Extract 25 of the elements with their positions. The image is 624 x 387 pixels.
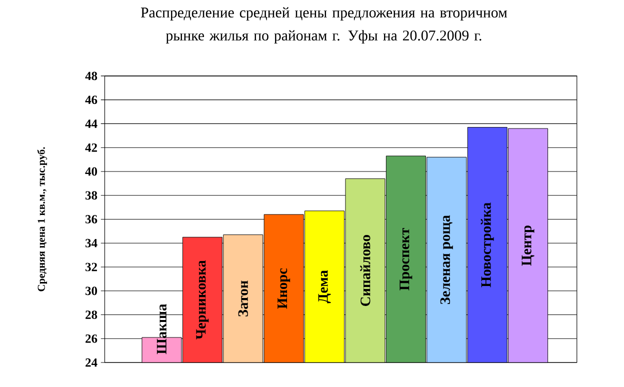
x-tick-label: Шакша: [156, 304, 166, 354]
x-tick-label: Проспект: [400, 228, 412, 291]
x-tick-label: Новостройка: [480, 202, 494, 288]
y-tick-label: 44: [85, 120, 98, 128]
x-tick-label: Центр: [522, 226, 534, 266]
y-tick-label: 30: [86, 286, 98, 296]
y-tick-label: 48: [85, 72, 98, 80]
y-tick-label: 42: [85, 144, 97, 152]
y-tick-label: 26: [86, 334, 98, 344]
x-tick-label: Зеленая роща: [440, 215, 453, 304]
x-tick-label: Черниковка: [196, 260, 209, 340]
y-tick-label: 34: [86, 239, 98, 248]
y-tick-label: 36: [86, 215, 98, 224]
y-tick-label: 24: [86, 358, 98, 367]
x-tick-label: Дема: [318, 270, 331, 304]
y-tick-label: 38: [86, 191, 98, 200]
y-tick-label: 46: [85, 96, 98, 104]
y-axis-title: Средняя цена 1 кв.м., тыс.руб.: [37, 147, 48, 292]
y-tick-label: 32: [86, 263, 97, 272]
y-tick-label: 28: [86, 310, 98, 320]
x-tick-label: Инорс: [278, 268, 290, 309]
y-tick-label: 40: [85, 168, 98, 176]
x-tick-label: Затон: [238, 280, 248, 317]
chart-title: Распределение средней цены предложения на вторичном рынке жилья по районам г. Уфы на 20.07.2009 г.: [140, 7, 508, 44]
x-tick-label: Сипайлово: [360, 235, 370, 306]
